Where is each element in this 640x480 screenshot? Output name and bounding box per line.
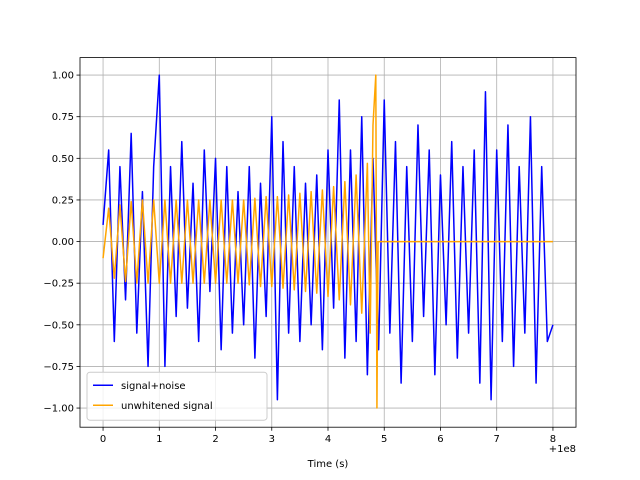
x-tick-label: 0 [100, 434, 106, 445]
y-tick-label: 0.75 [52, 112, 74, 123]
x-tick-label: 8 [550, 434, 556, 445]
series-line [102, 74, 554, 401]
x-tick-label: 3 [269, 434, 275, 445]
legend-label: unwhitened signal [121, 401, 213, 412]
ticks: 0 1 2 3 4 5 6 7 8 −1.00 −0.75 −0.50 −0.25 0.00 0.25 0.5… [43, 71, 556, 446]
x-tick-label: 5 [381, 434, 387, 445]
x-axis-label: Time (s) [307, 459, 349, 470]
series-line [102, 74, 553, 409]
legend-box [86, 371, 268, 421]
x-tick-label: 7 [494, 434, 500, 445]
legend-label: signal+noise [121, 381, 186, 392]
y-tick-label: 0.50 [52, 154, 74, 165]
y-tick-label: 1.00 [52, 71, 74, 82]
y-tick-label: −0.25 [43, 279, 74, 290]
grid [80, 57, 576, 428]
y-tick-label: 0.25 [52, 195, 74, 206]
x-tick-label: 1 [156, 434, 162, 445]
x-tick-label: 6 [437, 434, 443, 445]
y-tick-label: −0.75 [43, 362, 74, 373]
plot-area [102, 74, 554, 409]
x-tick-label: 2 [212, 434, 218, 445]
legend: signal+noise unwhitened signal [86, 371, 268, 421]
x-offset-label: +1e8 [549, 444, 576, 455]
y-tick-label: 0.00 [52, 237, 74, 248]
y-tick-label: −1.00 [43, 404, 74, 415]
x-tick-label: 4 [325, 434, 331, 445]
y-tick-label: −0.50 [43, 320, 74, 331]
